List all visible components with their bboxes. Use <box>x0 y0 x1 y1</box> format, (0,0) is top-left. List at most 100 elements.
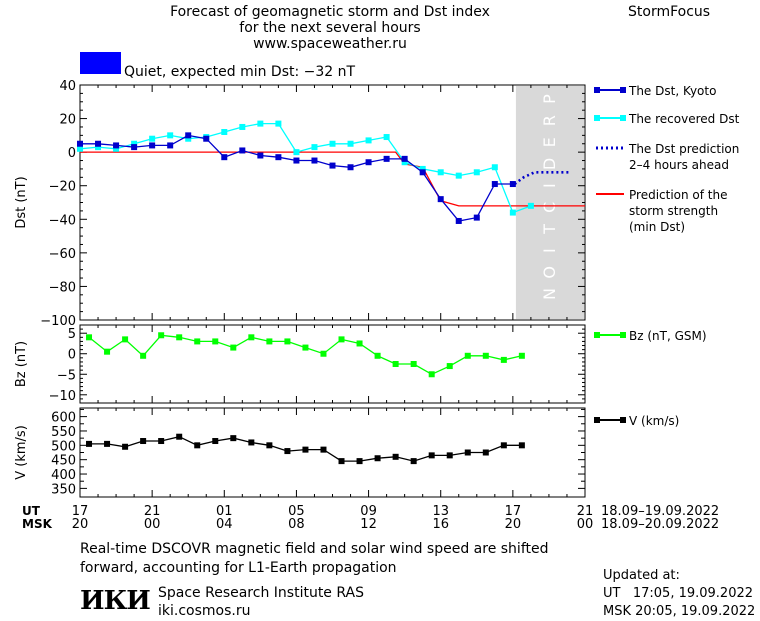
dst-data-point <box>293 157 300 164</box>
x-tick-label-msk: 12 <box>360 517 377 532</box>
x-tick-label-msk: 20 <box>505 517 522 532</box>
dst-ytick-label: −20 <box>49 180 76 195</box>
v-data-point <box>374 455 381 462</box>
v-data-point <box>176 433 183 440</box>
dst-ytick-label: −100 <box>40 314 76 329</box>
dst-data-point <box>77 145 83 152</box>
legend-marker <box>620 87 626 93</box>
updated-msk: MSK 20:05, 19.09.2022 <box>603 604 756 619</box>
title-line-1: Forecast of geomagnetic storm and Dst in… <box>170 4 490 20</box>
bz-data-point <box>500 356 507 363</box>
bz-data-point <box>266 338 273 345</box>
dst-ytick-label: 20 <box>59 113 76 128</box>
dst-data-point <box>77 140 83 147</box>
dst-series-line <box>80 151 585 207</box>
v-data-point <box>482 449 489 456</box>
dst-series-line <box>80 134 513 222</box>
dst-data-point <box>131 144 138 151</box>
legend-label: Bz (nT, GSM) <box>629 329 707 343</box>
updated-ut: UT 17:05, 19.09.2022 <box>603 586 754 601</box>
dst-data-point <box>311 144 318 151</box>
v-y-axis-label: V (km/s) <box>14 425 29 480</box>
dst-data-point <box>185 135 192 142</box>
v-data-point <box>194 442 201 449</box>
bz-data-point <box>104 348 111 355</box>
bz-data-point <box>482 352 489 359</box>
dst-data-point <box>347 140 354 147</box>
prediction-label-letter: R <box>540 115 559 126</box>
x-tick-label-msk: 08 <box>288 517 305 532</box>
bz-ytick-label: 0 <box>68 348 76 363</box>
chart-title: Forecast of geomagnetic storm and Dst in… <box>80 4 580 52</box>
title-line-3: www.spaceweather.ru <box>253 36 407 52</box>
dst-data-point <box>401 155 408 162</box>
v-data-point <box>392 453 399 460</box>
dst-data-point <box>365 137 372 144</box>
bz-data-point <box>338 336 345 343</box>
institute-name: Space Research Institute RAS <box>158 585 364 601</box>
v-ytick-label: 550 <box>51 425 76 440</box>
v-data-point <box>122 443 129 450</box>
x-tick-label-ut: 01 <box>216 504 233 519</box>
dst-data-point <box>221 129 228 135</box>
v-data-point <box>266 442 273 449</box>
dst-data-point <box>383 155 390 162</box>
bz-data-point <box>176 334 183 341</box>
status-color-swatch <box>80 52 121 74</box>
bz-data-point <box>374 352 381 359</box>
v-data-point <box>338 458 345 465</box>
bz-data-point <box>446 363 453 370</box>
status-text: Quiet, expected min Dst: −32 nT <box>124 64 356 80</box>
dst-data-point <box>311 157 318 164</box>
legend-label: The Dst prediction <box>628 142 739 156</box>
bz-y-axis-label: Bz (nT) <box>14 341 29 387</box>
dst-data-point <box>509 209 516 216</box>
v-ytick-label: 450 <box>51 454 76 469</box>
dst-data-point <box>419 169 426 176</box>
prediction-label-letter: D <box>540 158 559 170</box>
v-data-point <box>500 442 507 449</box>
dst-ytick-label: 0 <box>68 146 76 161</box>
bz-data-point <box>392 361 399 367</box>
institute-website[interactable]: iki.cosmos.ru <box>158 603 251 619</box>
dst-y-axis-label: Dst (nT) <box>14 176 29 228</box>
bz-data-point <box>428 371 435 378</box>
dst-data-point <box>527 202 534 209</box>
prediction-label-letter: I <box>540 248 559 253</box>
dst-data-point <box>167 142 174 149</box>
dst-data-point <box>383 134 390 141</box>
bz-ytick-label: −5 <box>57 368 76 383</box>
bz-data-point <box>248 334 255 341</box>
v-data-point <box>446 452 453 459</box>
dst-data-point <box>95 144 102 151</box>
prediction-label-letter: T <box>540 224 559 235</box>
prediction-label-letter: I <box>540 183 559 188</box>
legend-label: (min Dst) <box>629 220 685 234</box>
dst-data-point <box>221 154 228 161</box>
dst-data-point <box>473 169 480 176</box>
dst-ytick-label: 40 <box>59 79 76 94</box>
x-tick-label-msk: 16 <box>432 517 449 532</box>
x-tick-label-ut: 13 <box>432 504 449 519</box>
bz-data-point <box>230 344 237 351</box>
prediction-label-letter: P <box>540 94 559 104</box>
legend-marker <box>594 417 600 423</box>
legend-label: 2–4 hours ahead <box>629 158 729 172</box>
brand-name: StormFocus <box>628 4 711 20</box>
dst-data-point <box>401 159 408 166</box>
legend-label: The Dst, Kyoto <box>628 84 716 98</box>
x-tick-label-msk: 20 <box>72 517 89 532</box>
v-data-point <box>86 440 93 447</box>
dst-data-point <box>113 145 120 152</box>
dst-data-point <box>257 120 264 127</box>
legend-label: storm strength <box>629 204 718 218</box>
bz-ytick-label: −10 <box>49 389 76 404</box>
legend-marker <box>594 332 600 338</box>
bz-ytick-label: 5 <box>68 327 76 342</box>
legend-label: Prediction of the <box>629 188 728 202</box>
dst-data-point <box>329 140 336 147</box>
x-tick-label-ut: 09 <box>360 504 377 519</box>
v-data-point <box>104 440 111 447</box>
bz-series-line <box>88 334 523 376</box>
